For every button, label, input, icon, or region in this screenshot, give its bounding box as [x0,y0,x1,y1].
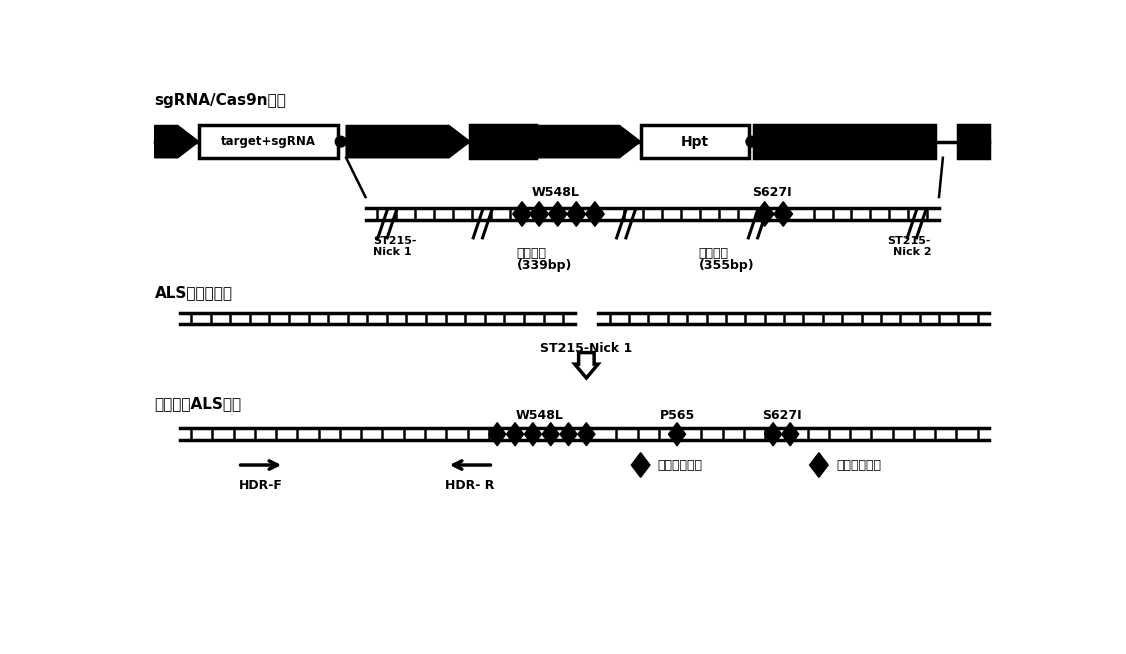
Bar [641,126,749,158]
Text: 右同源贡: 右同源贡 [699,247,729,260]
Text: P565: P565 [660,409,695,422]
Polygon shape [530,201,548,226]
Text: (339bp): (339bp) [517,259,572,271]
Polygon shape [765,422,781,446]
Text: ST215-: ST215- [887,235,931,245]
Bar [471,126,536,158]
Polygon shape [774,201,793,226]
Text: 反义突变位点: 反义突变位点 [658,458,703,472]
Polygon shape [632,453,650,477]
Text: ST215-: ST215- [373,235,417,245]
Polygon shape [536,126,641,158]
Text: target+sgRNA: target+sgRNA [221,135,316,148]
Polygon shape [574,353,598,378]
Polygon shape [543,422,560,446]
Text: S627I: S627I [752,186,793,199]
Polygon shape [489,422,506,446]
Polygon shape [568,201,586,226]
Text: HDR-F: HDR-F [239,479,283,492]
Text: Nick 2: Nick 2 [893,247,931,257]
Text: W548L: W548L [531,186,579,199]
Text: 沉默突变位点: 沉默突变位点 [835,458,881,472]
Text: S627I: S627I [762,409,802,422]
Text: 左同源贡: 左同源贡 [517,247,546,260]
Bar [958,126,990,158]
Polygon shape [586,201,605,226]
Text: ALS基因组序列: ALS基因组序列 [154,286,233,301]
Text: 替换后的ALS序列: 替换后的ALS序列 [154,396,242,411]
Text: Hpt: Hpt [681,135,709,148]
Polygon shape [669,422,686,446]
Text: ST215-Nick 1: ST215-Nick 1 [540,342,633,355]
Polygon shape [525,422,542,446]
Text: HDR- R: HDR- R [446,479,494,492]
Bar [753,126,935,158]
Circle shape [336,136,346,147]
Polygon shape [548,201,568,226]
Bar [199,126,339,158]
Text: sgRNA/Cas9n载体: sgRNA/Cas9n载体 [154,93,287,108]
Polygon shape [810,453,829,477]
Polygon shape [578,422,595,446]
Polygon shape [154,126,199,158]
Polygon shape [781,422,798,446]
Polygon shape [346,126,471,158]
Text: Nick 1: Nick 1 [373,247,412,257]
Text: (355bp): (355bp) [699,259,754,271]
Polygon shape [512,201,531,226]
Polygon shape [560,422,578,446]
Polygon shape [756,201,774,226]
Text: W548L: W548L [516,409,564,422]
Circle shape [747,136,757,147]
Polygon shape [507,422,524,446]
